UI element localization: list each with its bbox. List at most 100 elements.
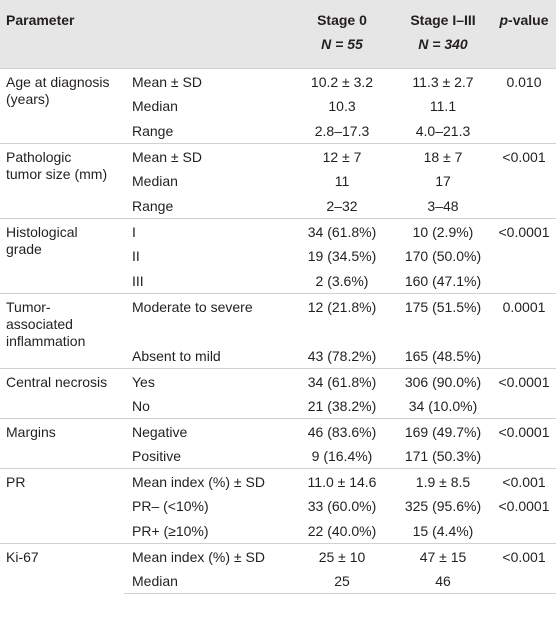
subparameter-cell: Mean index (%) ± SD (124, 542, 290, 568)
subparameter-cell: Median (124, 568, 290, 594)
stage0-cell: 2.8–17.3 (314, 123, 370, 139)
header-stage0: Stage 0 N = 55 (317, 12, 367, 52)
pvalue-cell (492, 168, 556, 193)
parameter-name-line: Tumor- (6, 298, 51, 315)
parameter-cell: Margins (0, 417, 124, 468)
subparameter-cell: PR– (<10%) (132, 498, 209, 514)
stage13-cell: 306 (90.0%) (394, 367, 492, 393)
parameter-name-line: (years) (6, 90, 50, 107)
parameter-cell: Ki-67 (0, 542, 124, 593)
parameter-cell: Pathologic tumor size (mm) (0, 142, 124, 218)
pvalue-cell: <0.0001 (492, 217, 556, 243)
header-stage13: Stage I–III N = 340 (410, 12, 476, 52)
parameter-name-line: Margins (6, 423, 56, 440)
stage0-cell: 22 (40.0%) (307, 523, 377, 539)
stage13-cell: 46 (394, 568, 492, 594)
table-row: III 2 (3.6%) 160 (47.1%) (0, 268, 556, 293)
stage13-cell: 171 (50.3%) (404, 448, 482, 464)
table-row: Median 10.3 11.1 (0, 93, 556, 118)
subparameter-cell: Range (132, 198, 174, 214)
pvalue-cell: <0.0001 (492, 367, 556, 393)
parameter-name-line: tumor size (mm) (6, 165, 108, 182)
table-row: Histological grade I 34 (61.8%) 10 (2.9%) <0.… (0, 217, 556, 293)
pvalue-cell: <0.0001 (492, 417, 556, 443)
stage0-cell: 19 (34.5%) (307, 248, 377, 264)
pvalue-cell (492, 518, 556, 543)
subparameter-cell: Negative (124, 417, 290, 443)
subparameter-cell: Positive (132, 448, 182, 464)
parameter-name-line: inflammation (6, 332, 86, 349)
table-row: Range 2–32 3–48 (0, 193, 556, 218)
pvalue-cell: <0.001 (492, 542, 556, 568)
parameter-cell: Tumor-associated inflammation (0, 292, 124, 368)
stage0-cell: 11 (334, 173, 350, 189)
parameter-name-line: Histological (6, 223, 78, 240)
pvalue-cell (492, 568, 556, 594)
parameter-name-line: PR (6, 473, 26, 490)
subparameter-cell: Range (132, 123, 174, 139)
table-row: Tumor-associated inflammation Moderate to … (0, 292, 556, 368)
stage0-cell: 25 (290, 568, 394, 594)
stage0-cell: 43 (78.2%) (307, 348, 377, 364)
table-row: Margins Negative 46 (83.6%) 169 (49.7%) <0.0… (0, 417, 556, 468)
subparameter-cell: Yes (124, 367, 290, 393)
pvalue-cell (492, 193, 556, 218)
pvalue-cell: <0.001 (492, 142, 556, 168)
parameter-cell: PR (0, 467, 124, 543)
table-row: Absent to mild 43 (78.2%) 165 (48.5%) (0, 343, 556, 368)
stage13-cell: 169 (49.7%) (394, 417, 492, 443)
stage13-cell: 175 (51.5%) (394, 292, 492, 343)
subparameter-cell: Moderate to severe (124, 292, 290, 343)
parameter-cell: Age at diagnosis (years) (0, 67, 124, 143)
table-header: Parameter Stage 0 N = 55 Stage I–III N =… (0, 0, 556, 68)
stage13-cell: 4.0–21.3 (415, 123, 471, 139)
table-row: Pathologic tumor size (mm) Mean ± SD 12 ± 7… (0, 142, 556, 218)
subparameter-cell: II (132, 248, 140, 264)
table-row: PR Mean index (%) ± SD 11.0 ± 14.6 1.9 ± 8.… (0, 467, 556, 543)
subparameter-cell: Absent to mild (132, 348, 221, 364)
stage13-cell: 325 (95.6%) (404, 498, 482, 514)
header-blank (124, 0, 290, 68)
subparameter-cell: No (132, 398, 150, 414)
pvalue-cell: 0.0001 (492, 292, 556, 343)
parameter-name-line: Age at diagnosis (6, 73, 110, 90)
stage0-cell: 12 ± 7 (290, 142, 394, 168)
stage0-cell: 34 (61.8%) (290, 217, 394, 243)
stage13-cell: 47 ± 15 (394, 542, 492, 568)
stage0-cell: 33 (60.0%) (307, 498, 377, 514)
stage0-cell: 11.0 ± 14.6 (290, 467, 394, 493)
table-row: No 21 (38.2%) 34 (10.0%) (0, 393, 556, 418)
pvalue-cell (492, 243, 556, 268)
subparameter-cell: PR+ (≥10%) (132, 523, 209, 539)
pvalue-cell: <0.001 (492, 467, 556, 493)
stage13-cell: 160 (47.1%) (404, 273, 482, 289)
parameter-name-line: Pathologic (6, 148, 72, 165)
header-pvalue: p-value (499, 12, 549, 28)
table-row: PR+ (≥10%) 22 (40.0%) 15 (4.4%) (0, 518, 556, 543)
subparameter-cell: Mean ± SD (124, 67, 290, 93)
stage0-cell: 34 (61.8%) (290, 367, 394, 393)
stage13-cell: 11.3 ± 2.7 (394, 67, 492, 93)
pvalue-cell (492, 93, 556, 118)
subparameter-cell: I (124, 217, 290, 243)
pvalue-cell (492, 268, 556, 293)
stage0-cell: 21 (38.2%) (307, 398, 377, 414)
stage13-cell: 34 (10.0%) (408, 398, 478, 414)
table-row: Median 11 17 (0, 168, 556, 193)
parameter-cell: Histological grade (0, 217, 124, 293)
subparameter-cell: Median (132, 173, 178, 189)
stage13-cell: 10 (2.9%) (394, 217, 492, 243)
stage0-cell: 2–32 (326, 198, 358, 214)
stage13-cell: 1.9 ± 8.5 (394, 467, 492, 493)
table-row: PR– (<10%) 33 (60.0%) 325 (95.6%) <0.0001 (0, 493, 556, 518)
parameter-name-line: associated (6, 315, 73, 332)
stage13-cell: 170 (50.0%) (404, 248, 482, 264)
table-row: Median 25 46 (0, 568, 556, 594)
pvalue-cell (492, 118, 556, 143)
parameter-cell: Central necrosis (0, 367, 124, 418)
table-row: Range 2.8–17.3 4.0–21.3 (0, 118, 556, 143)
subparameter-cell: Mean ± SD (124, 142, 290, 168)
pvalue-cell (492, 443, 556, 468)
subparameter-cell: Mean index (%) ± SD (124, 467, 290, 493)
